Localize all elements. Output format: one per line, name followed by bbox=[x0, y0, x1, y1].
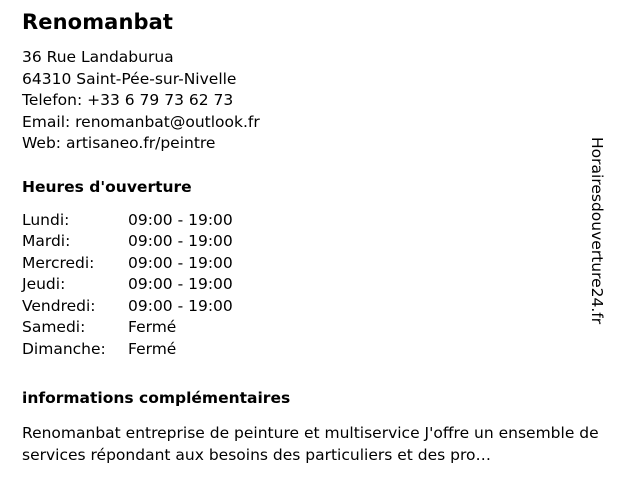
address-city: 64310 Saint-Pée-sur-Nivelle bbox=[22, 69, 237, 88]
hours-time-value: Fermé bbox=[128, 318, 177, 336]
hours-day-label: Samedi: bbox=[22, 318, 86, 336]
additional-info-text: Renomanbat entreprise de peinture et mul… bbox=[22, 424, 599, 464]
table-row: Vendredi: 09:00 - 19:00 bbox=[22, 296, 233, 318]
table-row: Samedi: Fermé bbox=[22, 317, 233, 339]
hours-time-value: 09:00 - 19:00 bbox=[128, 275, 233, 293]
hours-day-label: Vendredi: bbox=[22, 296, 96, 315]
table-row: Mercredi: 09:00 - 19:00 bbox=[22, 253, 233, 275]
business-card: Renomanbat 36 Rue Landaburua 64310 Saint… bbox=[22, 0, 600, 466]
business-name: Renomanbat bbox=[22, 10, 174, 34]
additional-info-heading: informations complémentaires bbox=[22, 389, 291, 407]
contact-block: 36 Rue Landaburua 64310 Saint-Pée-sur-Ni… bbox=[22, 47, 600, 155]
hours-time-value: 09:00 - 19:00 bbox=[128, 253, 233, 272]
phone-line: Telefon: +33 6 79 73 62 73 bbox=[22, 91, 234, 109]
table-row: Mardi: 09:00 - 19:00 bbox=[22, 231, 233, 253]
opening-hours-body: Lundi: 09:00 - 19:00 Mardi: 09:00 - 19:0… bbox=[22, 210, 233, 361]
table-row: Dimanche: Fermé bbox=[22, 339, 233, 361]
opening-hours-table: Lundi: 09:00 - 19:00 Mardi: 09:00 - 19:0… bbox=[22, 210, 233, 361]
hours-time-value: 09:00 - 19:00 bbox=[128, 210, 233, 229]
hours-day-label: Mardi: bbox=[22, 232, 71, 250]
table-row: Jeudi: 09:00 - 19:00 bbox=[22, 274, 233, 296]
email-line: Email: renomanbat@outlook.fr bbox=[22, 112, 260, 131]
opening-hours-heading: Heures d'ouverture bbox=[22, 177, 192, 196]
website-line: Web: artisaneo.fr/peintre bbox=[22, 134, 216, 152]
hours-time-value: Fermé bbox=[128, 339, 177, 358]
hours-day-label: Dimanche: bbox=[22, 339, 106, 358]
hours-day-label: Jeudi: bbox=[22, 275, 66, 293]
hours-time-value: 09:00 - 19:00 bbox=[128, 296, 233, 315]
address-street: 36 Rue Landaburua bbox=[22, 48, 174, 66]
site-watermark: Horairesdouverture24.fr bbox=[588, 137, 606, 325]
table-row: Lundi: 09:00 - 19:00 bbox=[22, 210, 233, 232]
hours-day-label: Mercredi: bbox=[22, 253, 95, 272]
hours-day-label: Lundi: bbox=[22, 210, 70, 229]
hours-time-value: 09:00 - 19:00 bbox=[128, 232, 233, 250]
